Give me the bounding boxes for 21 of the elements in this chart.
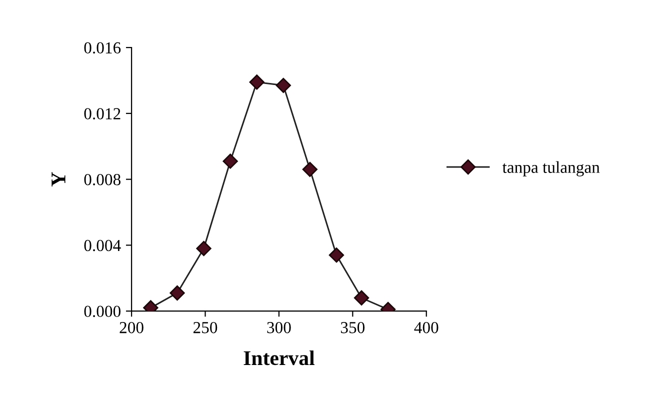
y-tick-label: 0.008 — [84, 174, 120, 186]
y-tick-label: 0.016 — [84, 42, 121, 54]
y-tick-label: 0.012 — [84, 108, 120, 120]
x-tick-label: 400 — [414, 322, 438, 334]
x-tick-label: 300 — [267, 322, 291, 334]
point — [196, 240, 212, 256]
point — [276, 78, 291, 93]
x-tick-label: 250 — [193, 322, 218, 334]
y-axis-title: Y — [52, 172, 66, 186]
x-tick-label: 350 — [340, 322, 365, 334]
point — [354, 290, 370, 306]
y-tick-label: 0.000 — [84, 306, 120, 318]
legend-label: tanpa tulangan — [502, 161, 600, 176]
y-tick-label: 0.004 — [84, 240, 121, 252]
point — [249, 74, 264, 90]
x-tick-label: 200 — [120, 322, 144, 334]
x-axis-title: Interval — [244, 350, 314, 366]
point — [222, 154, 238, 169]
point — [302, 162, 318, 177]
point — [328, 248, 344, 263]
point — [170, 285, 185, 301]
